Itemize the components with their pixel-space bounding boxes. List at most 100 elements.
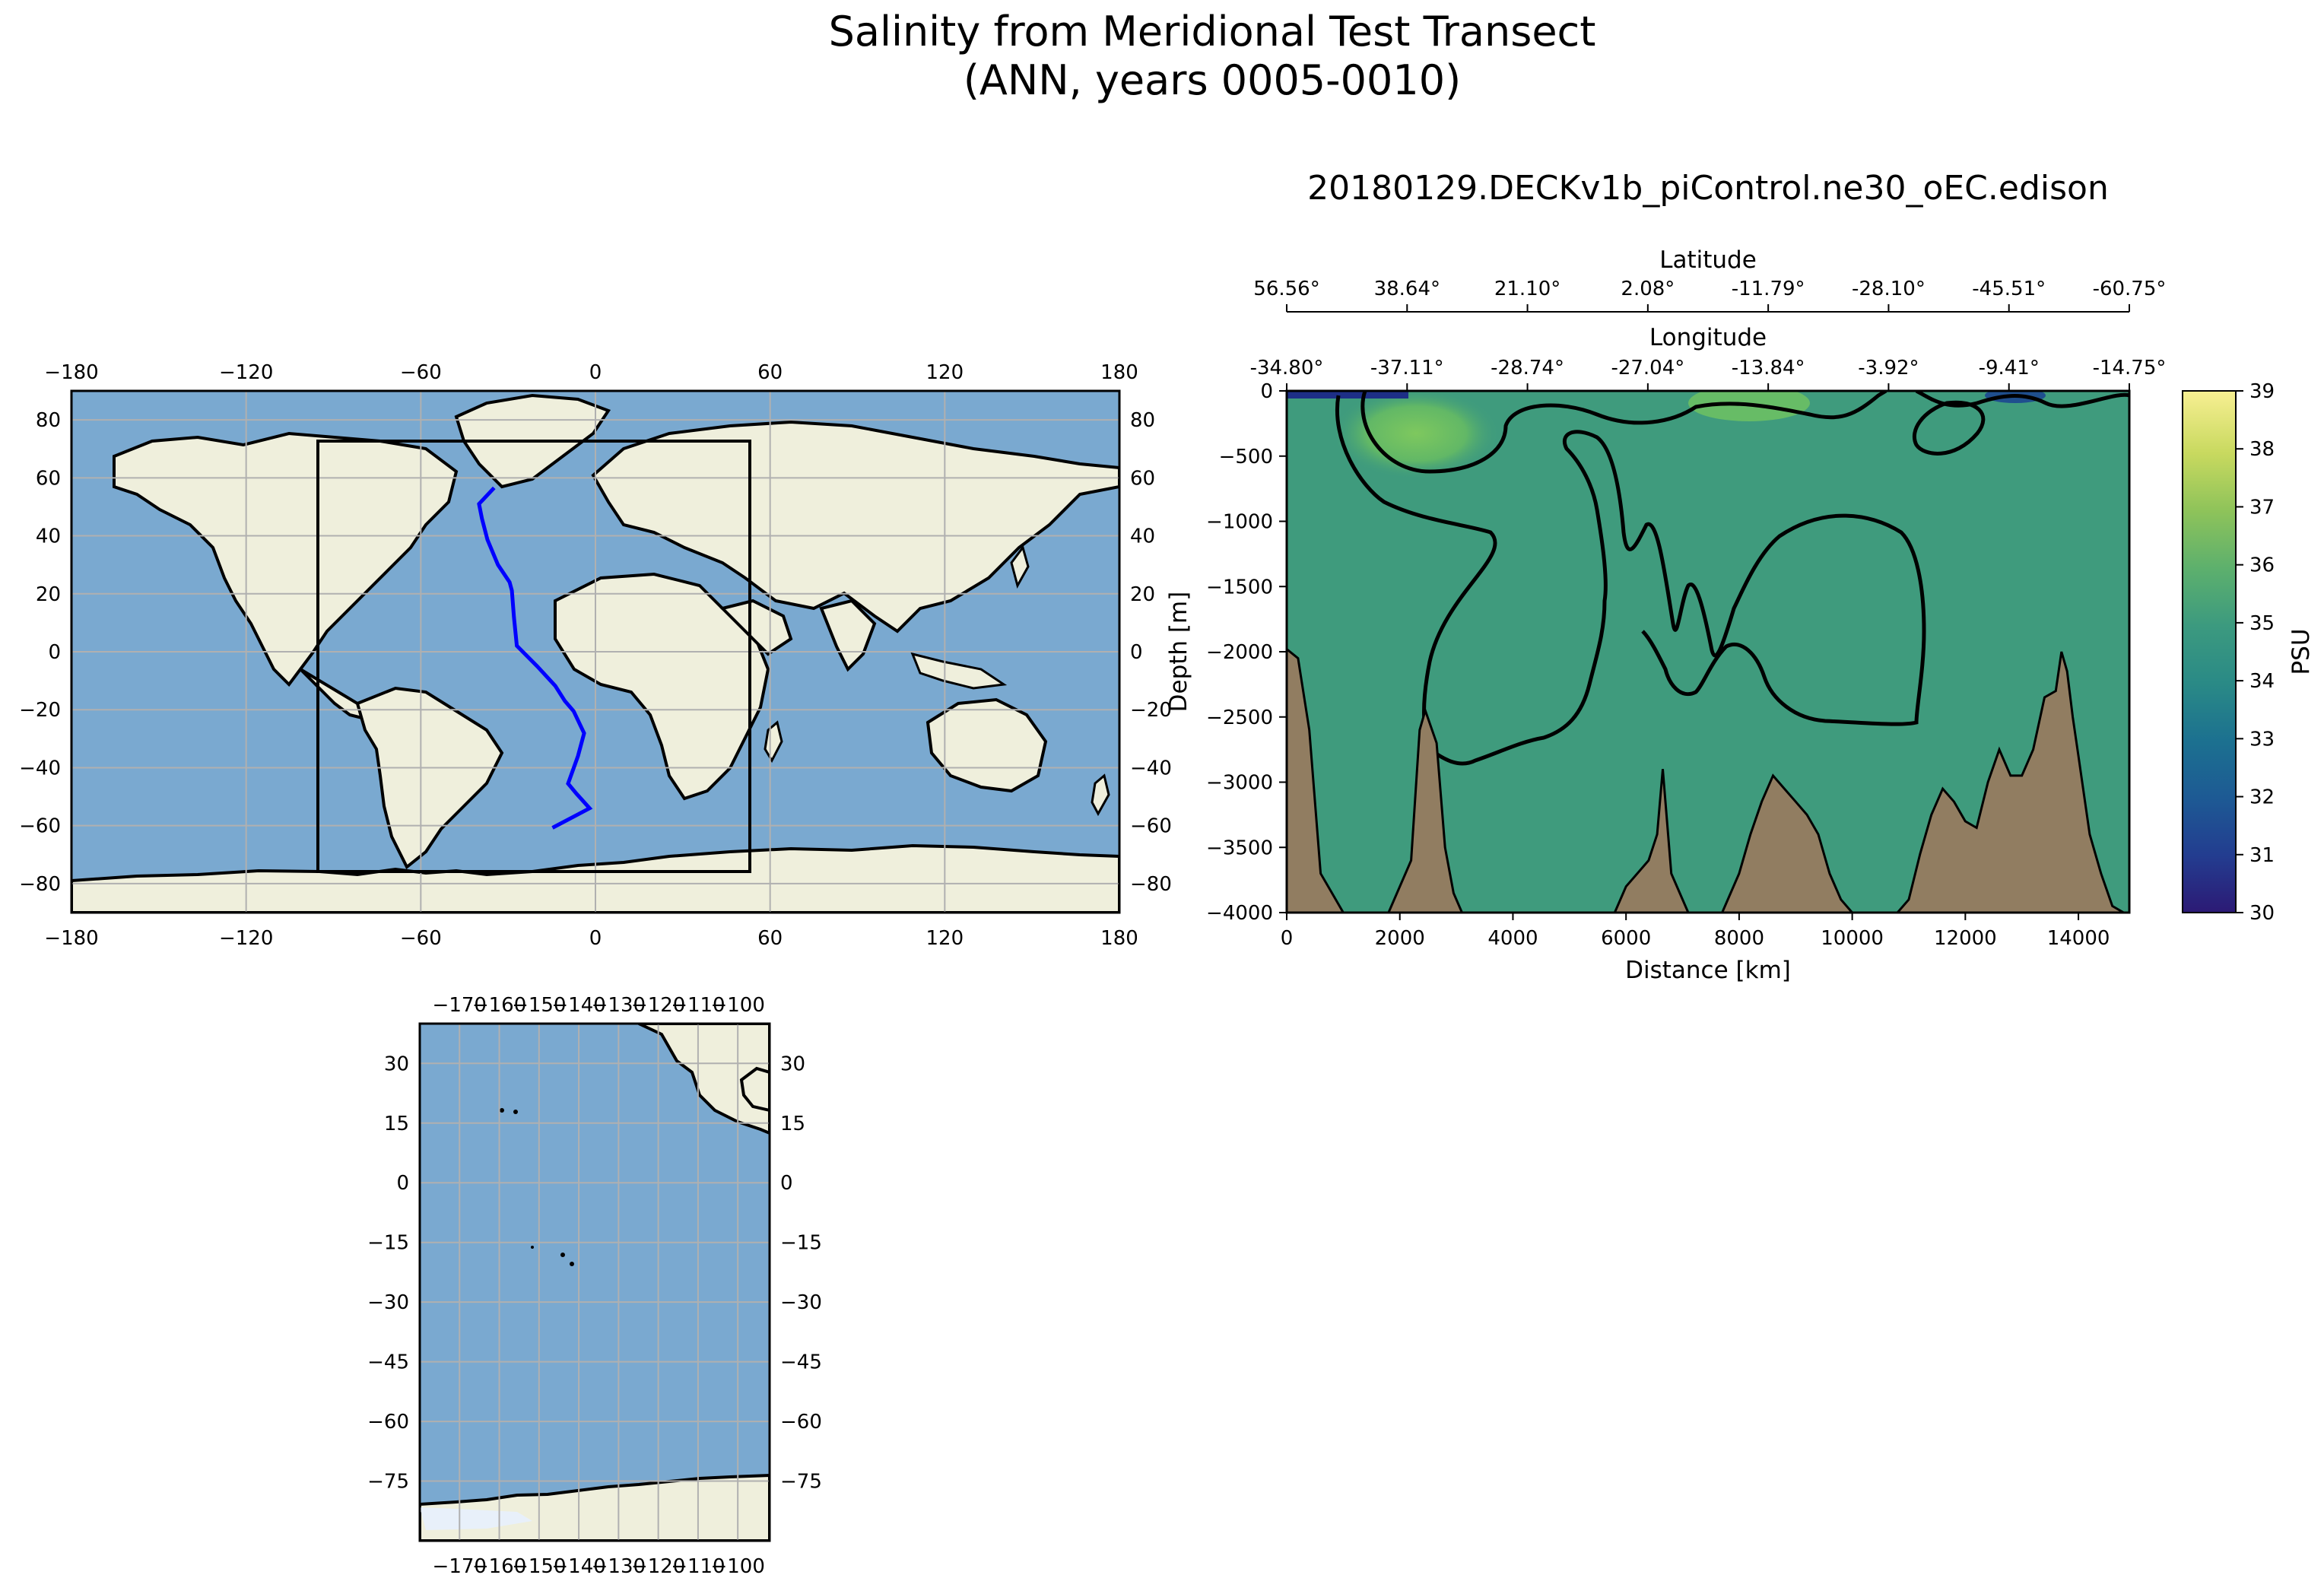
- tick-label-lat-right: 80: [1130, 409, 1155, 432]
- x-tick-label: 14000: [2047, 927, 2110, 950]
- longitude-axis: -34.80° -37.11° -28.74° -27.04° -13.84° -3.92…: [1250, 357, 2167, 392]
- longitude-tick-label: -14.75°: [2093, 357, 2167, 379]
- tick-label-lat-left: −80: [19, 873, 61, 896]
- tick-label-lon-bottom: 180: [1100, 927, 1138, 950]
- tick-label-lon-bottom: −160: [472, 1555, 526, 1578]
- colorbar-tick-label: 31: [2249, 844, 2275, 867]
- ice-shelf: [420, 1507, 532, 1530]
- y-tick-label: −3500: [1206, 837, 1273, 859]
- island: [513, 1110, 518, 1114]
- tick-label-lon-bottom: −140: [551, 1555, 605, 1578]
- tick-label-lon-top: −100: [710, 994, 764, 1017]
- regional-map: −170−170−160−160−150−150−140−140−130−130…: [367, 994, 822, 1578]
- tick-label-lat-right: 40: [1130, 526, 1155, 548]
- tick-label-lon-bottom: −120: [631, 1555, 685, 1578]
- x-tick-label: 12000: [1934, 927, 1997, 950]
- land-south-america: [355, 686, 504, 870]
- colorbar-tick-label: 30: [2249, 902, 2275, 925]
- colorbar-ticks: 30 31 32 33 34 35 36 37 38 39: [2236, 380, 2275, 925]
- tick-label-lat-left: −40: [19, 757, 61, 780]
- colorbar-tick-label: 39: [2249, 380, 2275, 403]
- tick-label-lat-left: 40: [36, 526, 61, 548]
- map-frame: [418, 1022, 771, 1542]
- tick-label-lat-right: −80: [1130, 873, 1172, 896]
- tick-label-lat-left: 15: [384, 1113, 409, 1135]
- longitude-tick-label: -13.84°: [1732, 357, 1805, 379]
- longitude-tick-label: -27.04°: [1611, 357, 1684, 379]
- land-madagascar: [764, 720, 783, 764]
- bathymetry: [1287, 647, 2129, 913]
- tick-label-lon-top: −180: [44, 361, 98, 384]
- tick-label-lat-left: 80: [36, 409, 61, 432]
- global-map: −180 −180 −120 −120 −60 −60 0 0 60 60 120 120 180 180…: [19, 361, 1172, 950]
- tick-label-lat-left: 20: [36, 583, 61, 606]
- tick-label-lon-bottom: 0: [589, 927, 602, 950]
- tick-label-lon-bottom: −130: [592, 1555, 646, 1578]
- longitude-tick-label: -9.41°: [1979, 357, 2040, 379]
- land-north-america: [113, 431, 459, 687]
- tick-label-lon-top: −170: [433, 994, 487, 1017]
- tick-label-lon-bottom: −100: [710, 1555, 764, 1578]
- latitude-tick-label: 38.64°: [1374, 278, 1440, 300]
- latitude-tick-label: 56.56°: [1253, 278, 1319, 300]
- tick-label-lon-top: −150: [512, 994, 566, 1017]
- y-axis-label: Depth [m]: [1165, 592, 1192, 713]
- island: [560, 1253, 565, 1257]
- y-tick-label: −2500: [1206, 707, 1273, 729]
- latitude-tick-label: 21.10°: [1494, 278, 1560, 300]
- colorbar-tick-label: 37: [2249, 496, 2275, 519]
- x-tick-label: 0: [1281, 927, 1294, 950]
- tick-label-lat-right: −45: [780, 1351, 822, 1374]
- tick-label-lon-bottom: −170: [433, 1555, 487, 1578]
- tick-label-lon-bottom: −180: [44, 927, 98, 950]
- x-tick-label: 8000: [1714, 927, 1764, 950]
- map-frame: [70, 389, 1121, 914]
- land-layer: [420, 1024, 770, 1541]
- tick-label-lat-right: 15: [780, 1113, 805, 1135]
- figure-title-line2: (ANN, years 0005-0010): [964, 56, 1461, 104]
- region-box: [316, 440, 751, 873]
- tick-label-lat-right: −20: [1130, 699, 1172, 722]
- latitude-tick-label: -11.79°: [1732, 278, 1805, 300]
- latitude-axis-label: Latitude: [1659, 246, 1757, 274]
- x-tick-label: 10000: [1821, 927, 1884, 950]
- gridlines: [420, 1024, 770, 1541]
- tick-label-lon-bottom: −120: [219, 927, 273, 950]
- latitude-axis: 56.56° 38.64° 21.10° 2.08° -11.79° -28.10° -45…: [1253, 278, 2166, 313]
- tick-label-lon-bottom: −110: [671, 1555, 725, 1578]
- land-baja: [739, 1066, 770, 1113]
- x-tick-label: 2000: [1375, 927, 1425, 950]
- latitude-tick-label: -28.10°: [1852, 278, 1926, 300]
- tick-label-lat-right: 0: [780, 1172, 793, 1195]
- tick-label-lon-top: 120: [926, 361, 964, 384]
- y-tick-label: −3000: [1206, 772, 1273, 795]
- x-tick-label: 6000: [1601, 927, 1651, 950]
- colorbar-tick-label: 32: [2249, 786, 2275, 809]
- tick-label-lat-left: −75: [367, 1471, 409, 1494]
- y-tick-label: 0: [1260, 380, 1273, 403]
- tick-label-lat-left: −60: [367, 1411, 409, 1434]
- land-africa: [554, 572, 770, 801]
- transect-section: 20180129.DECKv1b_piControl.ne30_oEC.edis…: [1165, 169, 2315, 984]
- tick-label-lon-bottom: 120: [926, 927, 964, 950]
- colorbar: [2182, 390, 2237, 913]
- tick-label-lat-right: −60: [1130, 815, 1172, 838]
- section-field: [1287, 391, 2129, 913]
- y-tick-label: −4000: [1206, 902, 1273, 925]
- tick-label-lat-left: 0: [48, 641, 61, 664]
- land-southeast-asia: [910, 652, 1008, 690]
- tick-label-lon-top: −160: [472, 994, 526, 1017]
- colorbar-tick-label: 34: [2249, 670, 2275, 693]
- section-ticks: 0 2000 4000 6000 8000 10000 12000 14000 0 −500 −10…: [1206, 380, 2110, 950]
- tick-label-lon-top: 60: [757, 361, 783, 384]
- tick-label-lon-top: −60: [400, 361, 442, 384]
- tick-label-lon-top: −120: [219, 361, 273, 384]
- colorbar-tick-label: 33: [2249, 728, 2275, 751]
- colorbar-tick-label: 35: [2249, 612, 2275, 635]
- island: [500, 1108, 504, 1113]
- transect-line: [477, 486, 593, 830]
- section-title: 20180129.DECKv1b_piControl.ne30_oEC.edis…: [1307, 169, 2109, 208]
- colorbar-tick-label: 38: [2249, 438, 2275, 461]
- low-salinity-surface-north: [1287, 391, 1408, 398]
